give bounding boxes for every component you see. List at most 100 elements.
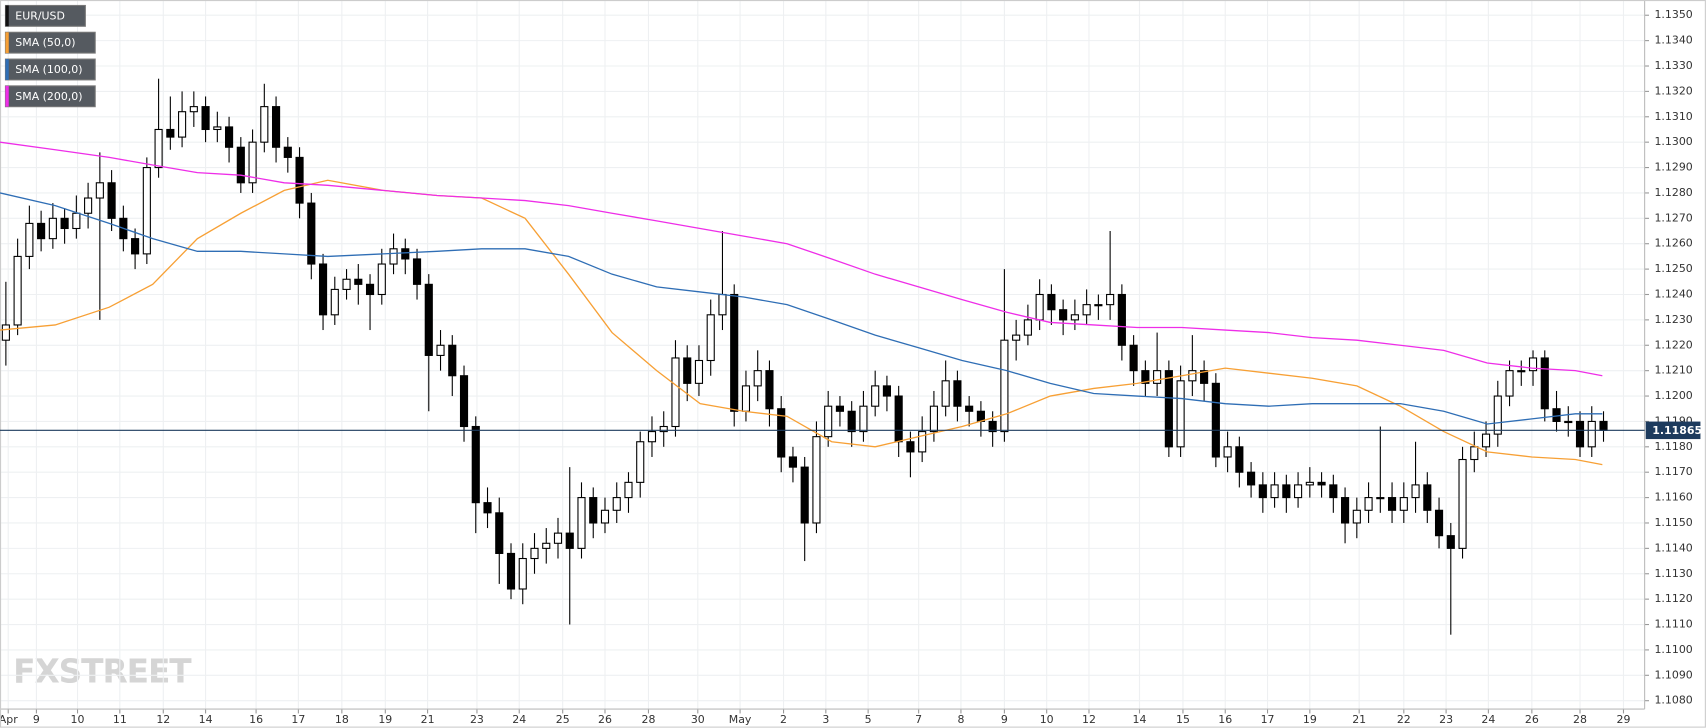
y-tick-label: 1.1340 — [1654, 34, 1692, 47]
candle-body — [483, 502, 492, 514]
candle-body — [271, 106, 281, 148]
candle-body — [1528, 357, 1538, 372]
y-tick-label: 1.1270 — [1654, 211, 1692, 224]
x-tick-label: 29 — [1617, 713, 1631, 726]
y-tick-label: 1.1160 — [1654, 491, 1692, 504]
x-tick-label: 21 — [1352, 713, 1366, 726]
y-tick-label: 1.1080 — [1654, 694, 1692, 707]
candle-body — [1364, 497, 1373, 511]
candle-body — [1000, 339, 1009, 433]
x-tick-label: 28 — [641, 713, 655, 726]
candle-body — [1258, 484, 1267, 499]
candle-body — [1082, 304, 1091, 316]
y-tick-label: 1.1140 — [1654, 541, 1692, 554]
candle-body — [694, 359, 704, 384]
candle-body — [1387, 497, 1397, 511]
y-tick-label: 1.1310 — [1654, 110, 1692, 123]
candle-body — [13, 255, 22, 326]
candle-body — [60, 217, 69, 230]
candle-body — [824, 405, 833, 438]
x-tick-label: 25 — [556, 713, 570, 726]
sma-line — [0, 141, 1603, 377]
candle-body — [1117, 293, 1126, 346]
candle-body — [448, 344, 457, 377]
candle-body — [847, 410, 856, 433]
x-tick-label: 3 — [822, 713, 829, 726]
y-tick-label: 1.1090 — [1654, 668, 1692, 681]
candle-body — [1564, 420, 1573, 424]
candle-body — [72, 212, 81, 230]
candle-body — [283, 146, 292, 158]
candle-body — [1129, 344, 1138, 372]
x-tick-label: 28 — [1573, 713, 1587, 726]
candle-body — [1223, 446, 1232, 458]
x-tick-label: 24 — [512, 713, 526, 726]
candle-body — [436, 344, 445, 356]
candle-body — [812, 436, 821, 524]
x-tick-label: 19 — [378, 713, 392, 726]
x-tick-label: 16 — [249, 713, 263, 726]
candle-body — [882, 385, 891, 397]
candle-body — [201, 106, 210, 131]
legend-swatch — [5, 59, 9, 80]
x-tick-label: 12 — [156, 713, 170, 726]
y-tick-label: 1.1260 — [1654, 237, 1692, 250]
candle-body — [260, 106, 269, 143]
y-tick-label: 1.1150 — [1654, 516, 1692, 529]
candle-body — [894, 395, 903, 443]
candle-body — [1282, 484, 1291, 499]
candle-body — [1270, 484, 1279, 499]
candle-body — [953, 380, 962, 407]
sma-line — [0, 192, 1603, 425]
candle-body — [518, 557, 527, 590]
y-tick-label: 1.1130 — [1654, 567, 1692, 580]
y-tick-label: 1.1220 — [1654, 338, 1692, 351]
candle-body — [412, 258, 422, 285]
candle-body — [1012, 334, 1021, 341]
candle-body — [1470, 446, 1479, 461]
candle-body — [1235, 446, 1244, 473]
candle-body — [988, 420, 997, 433]
candle-body — [389, 248, 398, 265]
x-tick-label: May — [729, 713, 752, 726]
x-tick-label: 16 — [1218, 713, 1232, 726]
candle-body — [577, 497, 586, 549]
candle-body — [142, 167, 151, 255]
candle-body — [1446, 535, 1455, 549]
candle-body — [318, 263, 328, 316]
candle-body — [189, 106, 198, 113]
y-tick-label: 1.1280 — [1654, 186, 1692, 199]
x-tick-label: 17 — [1261, 713, 1275, 726]
candle-body — [612, 497, 621, 511]
y-tick-label: 1.1230 — [1654, 313, 1692, 326]
candle-body — [1153, 370, 1162, 384]
candle-body — [377, 263, 386, 296]
candle-body — [84, 197, 93, 214]
candle-body — [1341, 497, 1350, 524]
x-tick-label: 23 — [470, 713, 484, 726]
y-tick-label: 1.1350 — [1654, 8, 1692, 21]
candle-body — [1517, 370, 1526, 373]
y-tick-label: 1.1250 — [1654, 262, 1692, 275]
candle-body — [1434, 509, 1444, 537]
candle-body — [941, 380, 950, 407]
candle-body — [765, 370, 774, 410]
candle-body — [753, 370, 762, 387]
y-tick-label: 1.1290 — [1654, 161, 1692, 174]
candle-body — [1376, 497, 1385, 500]
candle-body — [777, 408, 786, 458]
x-tick-label: 30 — [691, 713, 705, 726]
candle-body — [295, 156, 304, 204]
candle-body — [835, 405, 845, 412]
y-tick-label: 1.1170 — [1654, 465, 1692, 478]
candle-body — [1164, 370, 1173, 448]
candle-body — [1411, 484, 1420, 499]
candle-body — [718, 293, 727, 316]
x-tick-label: 9 — [33, 713, 40, 726]
candle-body — [25, 222, 34, 257]
y-tick-label: 1.1240 — [1654, 287, 1692, 300]
candle-body — [1493, 395, 1502, 435]
